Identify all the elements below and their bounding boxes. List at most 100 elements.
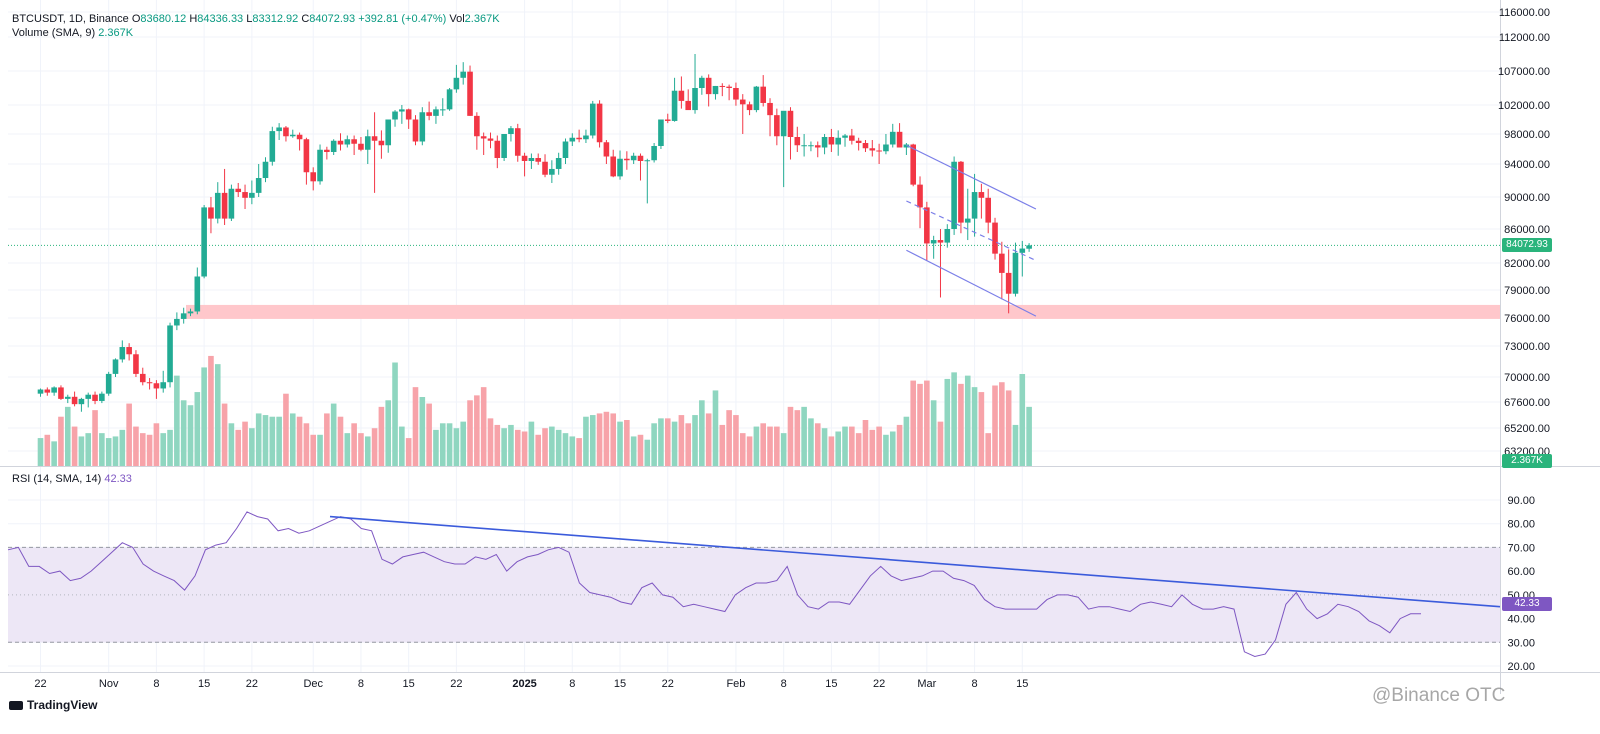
tradingview-logo[interactable]: TradingView — [9, 698, 97, 712]
candle — [617, 150, 623, 180]
open-label: O — [131, 13, 141, 25]
volume-title: Volume (SMA, 9) — [12, 27, 96, 39]
candle-body — [671, 90, 678, 121]
candle — [51, 386, 57, 396]
candle-body — [835, 137, 842, 145]
candle-body — [92, 394, 98, 401]
volume-bar — [1026, 406, 1032, 466]
price-tick-label: 65200.00 — [1504, 423, 1550, 435]
volume-bar — [1019, 374, 1026, 466]
volume-bar — [126, 403, 132, 466]
candles — [37, 54, 1032, 412]
candle — [126, 343, 132, 361]
candle-body — [64, 396, 71, 399]
volume-bar — [521, 431, 528, 466]
candle-body — [549, 168, 555, 175]
candle — [187, 308, 194, 317]
candle — [705, 74, 712, 107]
time-tick-label: Mar — [917, 678, 936, 690]
volume-bar — [917, 383, 923, 466]
candle-body — [51, 387, 57, 393]
candle — [801, 134, 807, 157]
candle-body — [146, 382, 153, 384]
candle — [433, 106, 439, 124]
candle-body — [283, 127, 289, 137]
candle-body — [330, 140, 337, 152]
candle — [964, 188, 971, 241]
price-tick-label: 86000.00 — [1504, 224, 1550, 236]
candle — [37, 388, 44, 397]
volume-bar — [746, 436, 753, 466]
volume-bar — [242, 421, 248, 466]
volume-bar — [235, 429, 242, 466]
low-label: L — [246, 13, 253, 25]
volume-bar — [412, 387, 419, 466]
candle — [344, 135, 351, 148]
volume-bar — [51, 441, 57, 466]
candle — [624, 151, 630, 170]
volume-bar — [603, 411, 610, 466]
candle-body — [828, 137, 835, 145]
volume-bar — [364, 436, 371, 466]
candle-body — [910, 144, 917, 185]
volume-bar — [719, 424, 726, 466]
candle — [767, 98, 773, 137]
time-tick-label: 22 — [662, 678, 674, 690]
candle — [869, 140, 876, 157]
candle — [835, 130, 842, 156]
candle-body — [576, 137, 582, 140]
tradingview-icon — [9, 701, 23, 711]
volume-bar — [71, 426, 78, 466]
time-tick-label: 15 — [614, 678, 626, 690]
candle-body — [392, 111, 398, 120]
price-tick-label: 116000.00 — [1499, 7, 1550, 19]
candle-body — [637, 155, 644, 161]
candle — [228, 184, 235, 221]
candle-body — [739, 99, 746, 105]
candle — [589, 100, 596, 139]
candle — [351, 135, 357, 155]
time-axis: 22 Nov 8 15 22 Dec 8 15 22 2025 8 15 22 Feb 8 15 22 Mar 8 1… — [34, 678, 1028, 690]
time-tick-label: 15 — [1016, 678, 1028, 690]
volume-bar — [112, 436, 119, 466]
candle — [1019, 240, 1026, 277]
candle-body — [78, 398, 85, 405]
volume-bar — [780, 433, 787, 466]
candle-body — [180, 313, 187, 319]
candle-body — [664, 119, 671, 121]
candle — [917, 176, 923, 229]
time-tick-label: 2025 — [512, 678, 536, 690]
candle — [64, 394, 71, 404]
candle — [678, 76, 685, 109]
candle — [862, 140, 869, 152]
candle — [992, 217, 998, 260]
price-tick-label: 70000.00 — [1504, 372, 1550, 384]
candle-body — [964, 218, 971, 223]
candle — [644, 158, 651, 204]
time-tick-label: 15 — [403, 678, 415, 690]
rsi-tick-label: 40.00 — [1507, 614, 1535, 626]
candle-body — [862, 143, 869, 149]
candle-body — [1019, 248, 1026, 253]
candle-body — [221, 192, 228, 219]
candle-body — [262, 161, 269, 179]
time-tick-label: 8 — [153, 678, 159, 690]
candle — [467, 65, 473, 116]
candle — [814, 141, 821, 158]
rsi-tick-label: 80.00 — [1507, 519, 1535, 531]
candle-body — [460, 71, 467, 78]
rsi-title: RSI (14, SMA, 14) — [12, 473, 102, 485]
candle — [774, 108, 780, 146]
rsi-tick-label: 30.00 — [1507, 637, 1535, 649]
price-tick-label: 76000.00 — [1504, 313, 1550, 325]
candle — [242, 184, 248, 209]
volume-bar — [1012, 424, 1019, 466]
volume-bar — [303, 423, 310, 466]
candle — [651, 143, 657, 163]
candle — [501, 134, 507, 161]
volume-bar — [174, 375, 180, 466]
volume-bar — [249, 428, 255, 466]
close-label: C — [301, 13, 310, 25]
candle — [733, 82, 739, 106]
